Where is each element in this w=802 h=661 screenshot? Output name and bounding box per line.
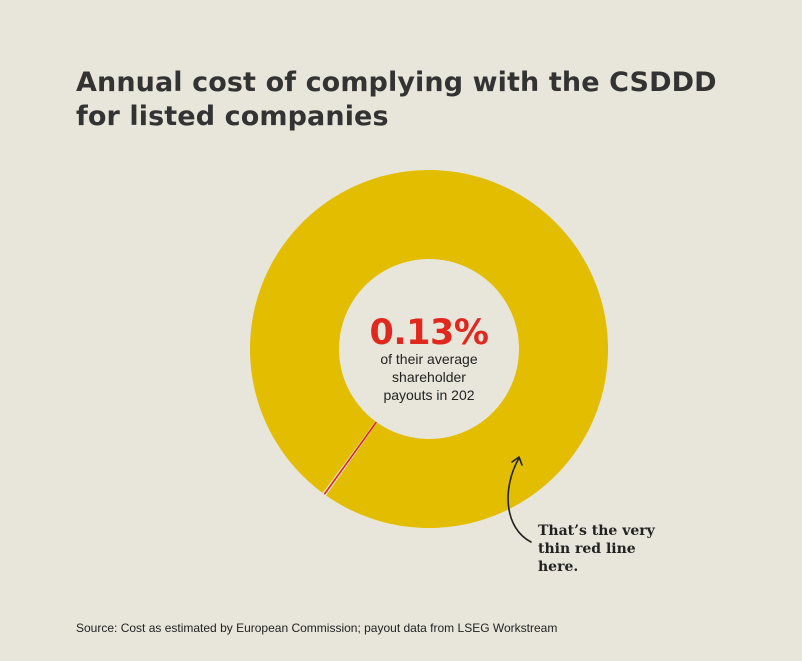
annotation-line-3: here. — [538, 559, 578, 575]
center-value: 0.13% — [370, 313, 489, 353]
annotation-arrowhead — [511, 456, 523, 466]
donut-slices — [249, 169, 608, 528]
donut-slice-1 — [249, 169, 608, 528]
center-label-line-1: of their average — [380, 351, 477, 367]
center-label-line-2: shareholder — [392, 369, 466, 385]
annotation-arrow — [507, 457, 532, 543]
chart-title: Annual cost of complying with the CSDDD … — [76, 67, 717, 132]
source-note: Source: Cost as estimated by European Co… — [76, 621, 558, 635]
annotation-line-2: thin red line — [538, 541, 636, 557]
donut-slice-2 — [323, 421, 378, 495]
annotation-line-1: That’s the very — [538, 523, 656, 539]
center-label-line-3: payouts in 202 — [383, 387, 474, 403]
